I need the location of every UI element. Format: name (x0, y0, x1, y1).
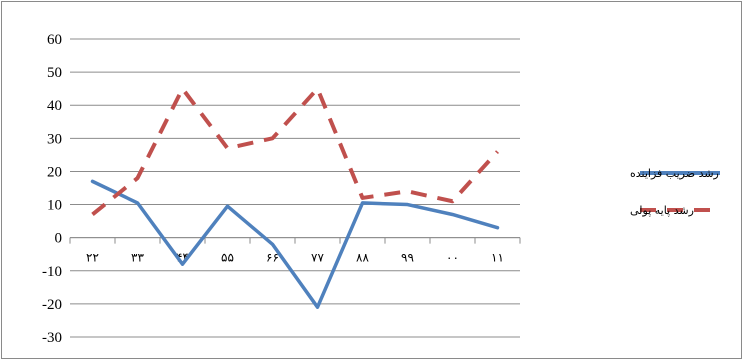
x-tick-label: ۷۷ (311, 251, 324, 265)
gridlines (70, 39, 520, 337)
legend-label-2: رشد پایه پولی (630, 204, 694, 217)
y-tick-label: -10 (42, 264, 62, 280)
y-axis-labels: 60 50 40 30 20 10 0 -10 -20 -30 (42, 32, 62, 346)
x-tick-label: ۹۹ (401, 251, 414, 265)
y-tick-label: -20 (42, 297, 62, 313)
x-tick-label: ۵۵ (221, 251, 234, 265)
series-lines (92, 89, 497, 308)
y-tick-label: 40 (47, 98, 62, 114)
legend: رشد ضریب فزاینده رشد پایه پولی (630, 167, 720, 217)
y-tick-label: -30 (42, 330, 62, 346)
x-tick-label: ۲۲ (86, 251, 99, 265)
y-tick-label: 50 (47, 65, 62, 81)
y-tick-label: 20 (47, 164, 62, 180)
x-tick-label: ۰۰ (446, 251, 459, 265)
x-tick-label: ۱۱ (491, 251, 504, 265)
y-tick-label: 0 (55, 231, 63, 247)
y-tick-label: 60 (47, 32, 62, 48)
series-line-1 (93, 181, 498, 307)
legend-label-1: رشد ضریب فزاینده (630, 167, 719, 180)
series-line-2 (93, 89, 498, 215)
y-tick-label: 10 (47, 198, 62, 214)
x-tick-label: ۳۳ (131, 251, 144, 265)
x-tick-label: ۸۸ (356, 251, 369, 265)
y-tick-label: 30 (47, 131, 62, 147)
